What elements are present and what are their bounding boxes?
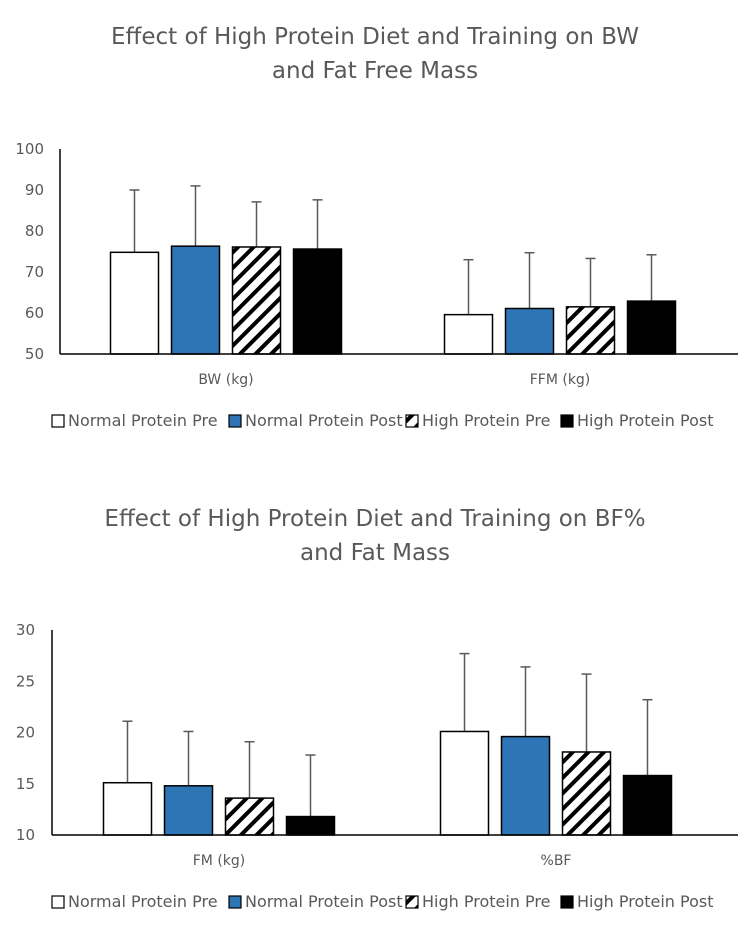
legend-swatch (405, 414, 419, 428)
bar (622, 774, 673, 836)
legend-swatch (51, 895, 65, 909)
legend-label: High Protein Post (577, 411, 714, 430)
chart-bf-fm: Effect of High Protein Diet and Training… (0, 482, 750, 931)
legend-swatch (560, 895, 574, 909)
y-tick-label: 15 (16, 775, 35, 793)
x-category-label: FFM (kg) (530, 372, 591, 388)
bar (109, 251, 160, 355)
bar (561, 751, 612, 836)
y-tick-label: 70 (25, 263, 44, 281)
chart-title-line: and Fat Mass (300, 540, 450, 566)
bar (439, 730, 490, 836)
bar (285, 815, 336, 836)
legend-label: High Protein Pre (422, 892, 550, 911)
y-tick-label: 20 (16, 724, 35, 742)
legend-label: Normal Protein Pre (68, 411, 218, 430)
y-tick-label: 25 (16, 672, 35, 690)
bar (500, 735, 551, 836)
bar (102, 781, 153, 836)
legend-swatch (405, 895, 419, 909)
bar (224, 797, 275, 836)
bar (504, 307, 555, 355)
x-category-label: BW (kg) (198, 372, 253, 388)
legend-swatch (228, 414, 242, 428)
y-tick-label: 90 (25, 181, 44, 199)
chart-1-svg: Effect of High Protein Diet and Training… (15, 24, 738, 430)
chart-title-line: Effect of High Protein Diet and Training… (111, 24, 639, 50)
bar (170, 245, 221, 355)
legend-label: Normal Protein Post (245, 411, 403, 430)
y-tick-label: 60 (25, 304, 44, 322)
legend-label: Normal Protein Post (245, 892, 403, 911)
chart-2-svg: Effect of High Protein Diet and Training… (16, 506, 738, 911)
legend-swatch (51, 414, 65, 428)
y-tick-label: 80 (25, 222, 44, 240)
chart-bw-ffm: Effect of High Protein Diet and Training… (0, 0, 750, 465)
legend-swatch (228, 895, 242, 909)
x-category-label: %BF (541, 853, 572, 869)
bar (626, 300, 677, 355)
chart-title-line: and Fat Free Mass (272, 58, 478, 84)
chart-title-line: Effect of High Protein Diet and Training… (104, 506, 645, 532)
y-tick-label: 30 (16, 621, 35, 639)
legend-label: High Protein Post (577, 892, 714, 911)
bar (292, 248, 343, 355)
x-category-label: FM (kg) (193, 853, 246, 869)
legend-swatch (560, 414, 574, 428)
bar (231, 246, 282, 355)
bar (565, 306, 616, 355)
y-tick-label: 50 (25, 345, 44, 363)
legend-label: Normal Protein Pre (68, 892, 218, 911)
bar (443, 313, 494, 355)
y-tick-label: 10 (16, 826, 35, 844)
legend-label: High Protein Pre (422, 411, 550, 430)
bar (163, 785, 214, 836)
y-tick-label: 100 (15, 140, 44, 158)
